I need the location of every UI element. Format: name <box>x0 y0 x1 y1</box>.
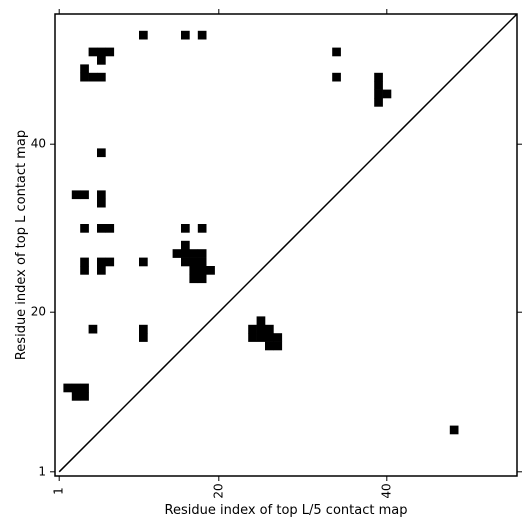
x-tick-label: 1 <box>52 487 66 495</box>
contact-cell-upper <box>374 81 383 90</box>
contact-cell-lower <box>139 333 148 342</box>
contact-cell-upper <box>197 30 207 40</box>
contact-cell-upper <box>332 72 341 82</box>
contact-cell-upper <box>97 148 106 158</box>
contact-cell-upper <box>206 266 215 275</box>
contact-cell-upper <box>189 257 199 267</box>
contact-cell-upper <box>197 266 207 275</box>
y-tick-label: 20 <box>31 305 46 319</box>
contact-cell-upper <box>197 257 207 267</box>
contact-cell-lower <box>449 425 459 435</box>
contact-cell-upper <box>374 98 383 107</box>
contact-cell-lower <box>139 324 148 334</box>
contact-cell-upper <box>189 266 199 275</box>
contact-cell-lower <box>80 383 89 393</box>
upper-triangle-cells <box>71 30 392 284</box>
contact-cell-lower <box>265 324 274 334</box>
contact-cell-upper <box>80 224 89 233</box>
contact-cell-upper <box>97 56 106 65</box>
contact-cell-upper <box>80 257 89 267</box>
contact-cell-upper <box>97 257 106 267</box>
contact-cell-lower <box>265 333 274 342</box>
contact-cell-upper <box>80 266 89 275</box>
contact-cell-upper <box>97 198 106 208</box>
contact-cell-upper <box>97 47 106 57</box>
contact-cell-lower <box>256 316 266 326</box>
contact-cell-upper <box>189 274 199 284</box>
contact-cell-upper <box>197 274 207 284</box>
contact-cell-lower <box>80 392 89 401</box>
contact-cell-upper <box>181 240 190 250</box>
contact-cell-upper <box>80 64 89 74</box>
contact-cell-upper <box>332 47 341 57</box>
contact-cell-upper <box>97 266 106 275</box>
contact-cell-upper <box>80 190 89 200</box>
contact-cell-upper <box>181 30 190 40</box>
contact-cell-upper <box>88 47 98 57</box>
contact-cell-upper <box>374 89 383 99</box>
plot-frame <box>54 13 518 477</box>
contact-cell-lower <box>265 341 274 351</box>
contact-cell-upper <box>97 72 106 82</box>
contact-cell-upper <box>105 257 115 267</box>
y-tick-label: 1 <box>38 464 46 478</box>
contact-cell-upper <box>181 224 190 233</box>
contact-cell-upper <box>105 224 115 233</box>
contact-cell-upper <box>197 249 207 258</box>
contact-cell-upper <box>374 72 383 82</box>
contact-cell-upper <box>88 72 98 82</box>
contact-cell-upper <box>139 257 148 267</box>
x-tick-label: 40 <box>379 483 393 498</box>
x-axis-ticks: 1 20 40 <box>52 9 393 499</box>
contact-cell-lower <box>248 324 257 334</box>
contact-cell-upper <box>181 249 190 258</box>
contact-cell-lower <box>273 333 283 342</box>
contact-cell-lower <box>71 392 81 401</box>
contact-cell-lower <box>63 383 73 393</box>
diagonal-line <box>58 13 518 473</box>
contact-cell-lower <box>88 324 98 334</box>
y-axis-ticks: 1 20 40 <box>31 137 522 478</box>
x-axis-label: Residue index of top L/5 contact map <box>165 503 408 518</box>
contact-cell-lower <box>248 333 257 342</box>
contact-cell-upper <box>172 249 182 258</box>
contact-cell-upper <box>181 257 190 267</box>
contact-cell-lower <box>256 324 266 334</box>
contact-cell-upper <box>139 30 148 40</box>
contact-cell-upper <box>105 47 115 57</box>
y-axis-label: Residue index of top L contact map <box>14 130 29 360</box>
x-tick-label: 20 <box>211 483 225 498</box>
contact-cell-lower <box>273 341 283 351</box>
contact-cell-upper <box>382 89 392 99</box>
contact-cell-upper <box>71 190 81 200</box>
contact-cell-upper <box>189 249 199 258</box>
contact-cell-upper <box>97 190 106 200</box>
y-tick-label: 40 <box>31 137 46 151</box>
contact-cell-upper <box>197 224 207 233</box>
lower-triangle-cells <box>63 316 459 435</box>
contact-cell-upper <box>80 72 89 82</box>
contact-cell-upper <box>97 224 106 233</box>
contact-cell-lower <box>256 333 266 342</box>
contact-cell-lower <box>71 383 81 393</box>
